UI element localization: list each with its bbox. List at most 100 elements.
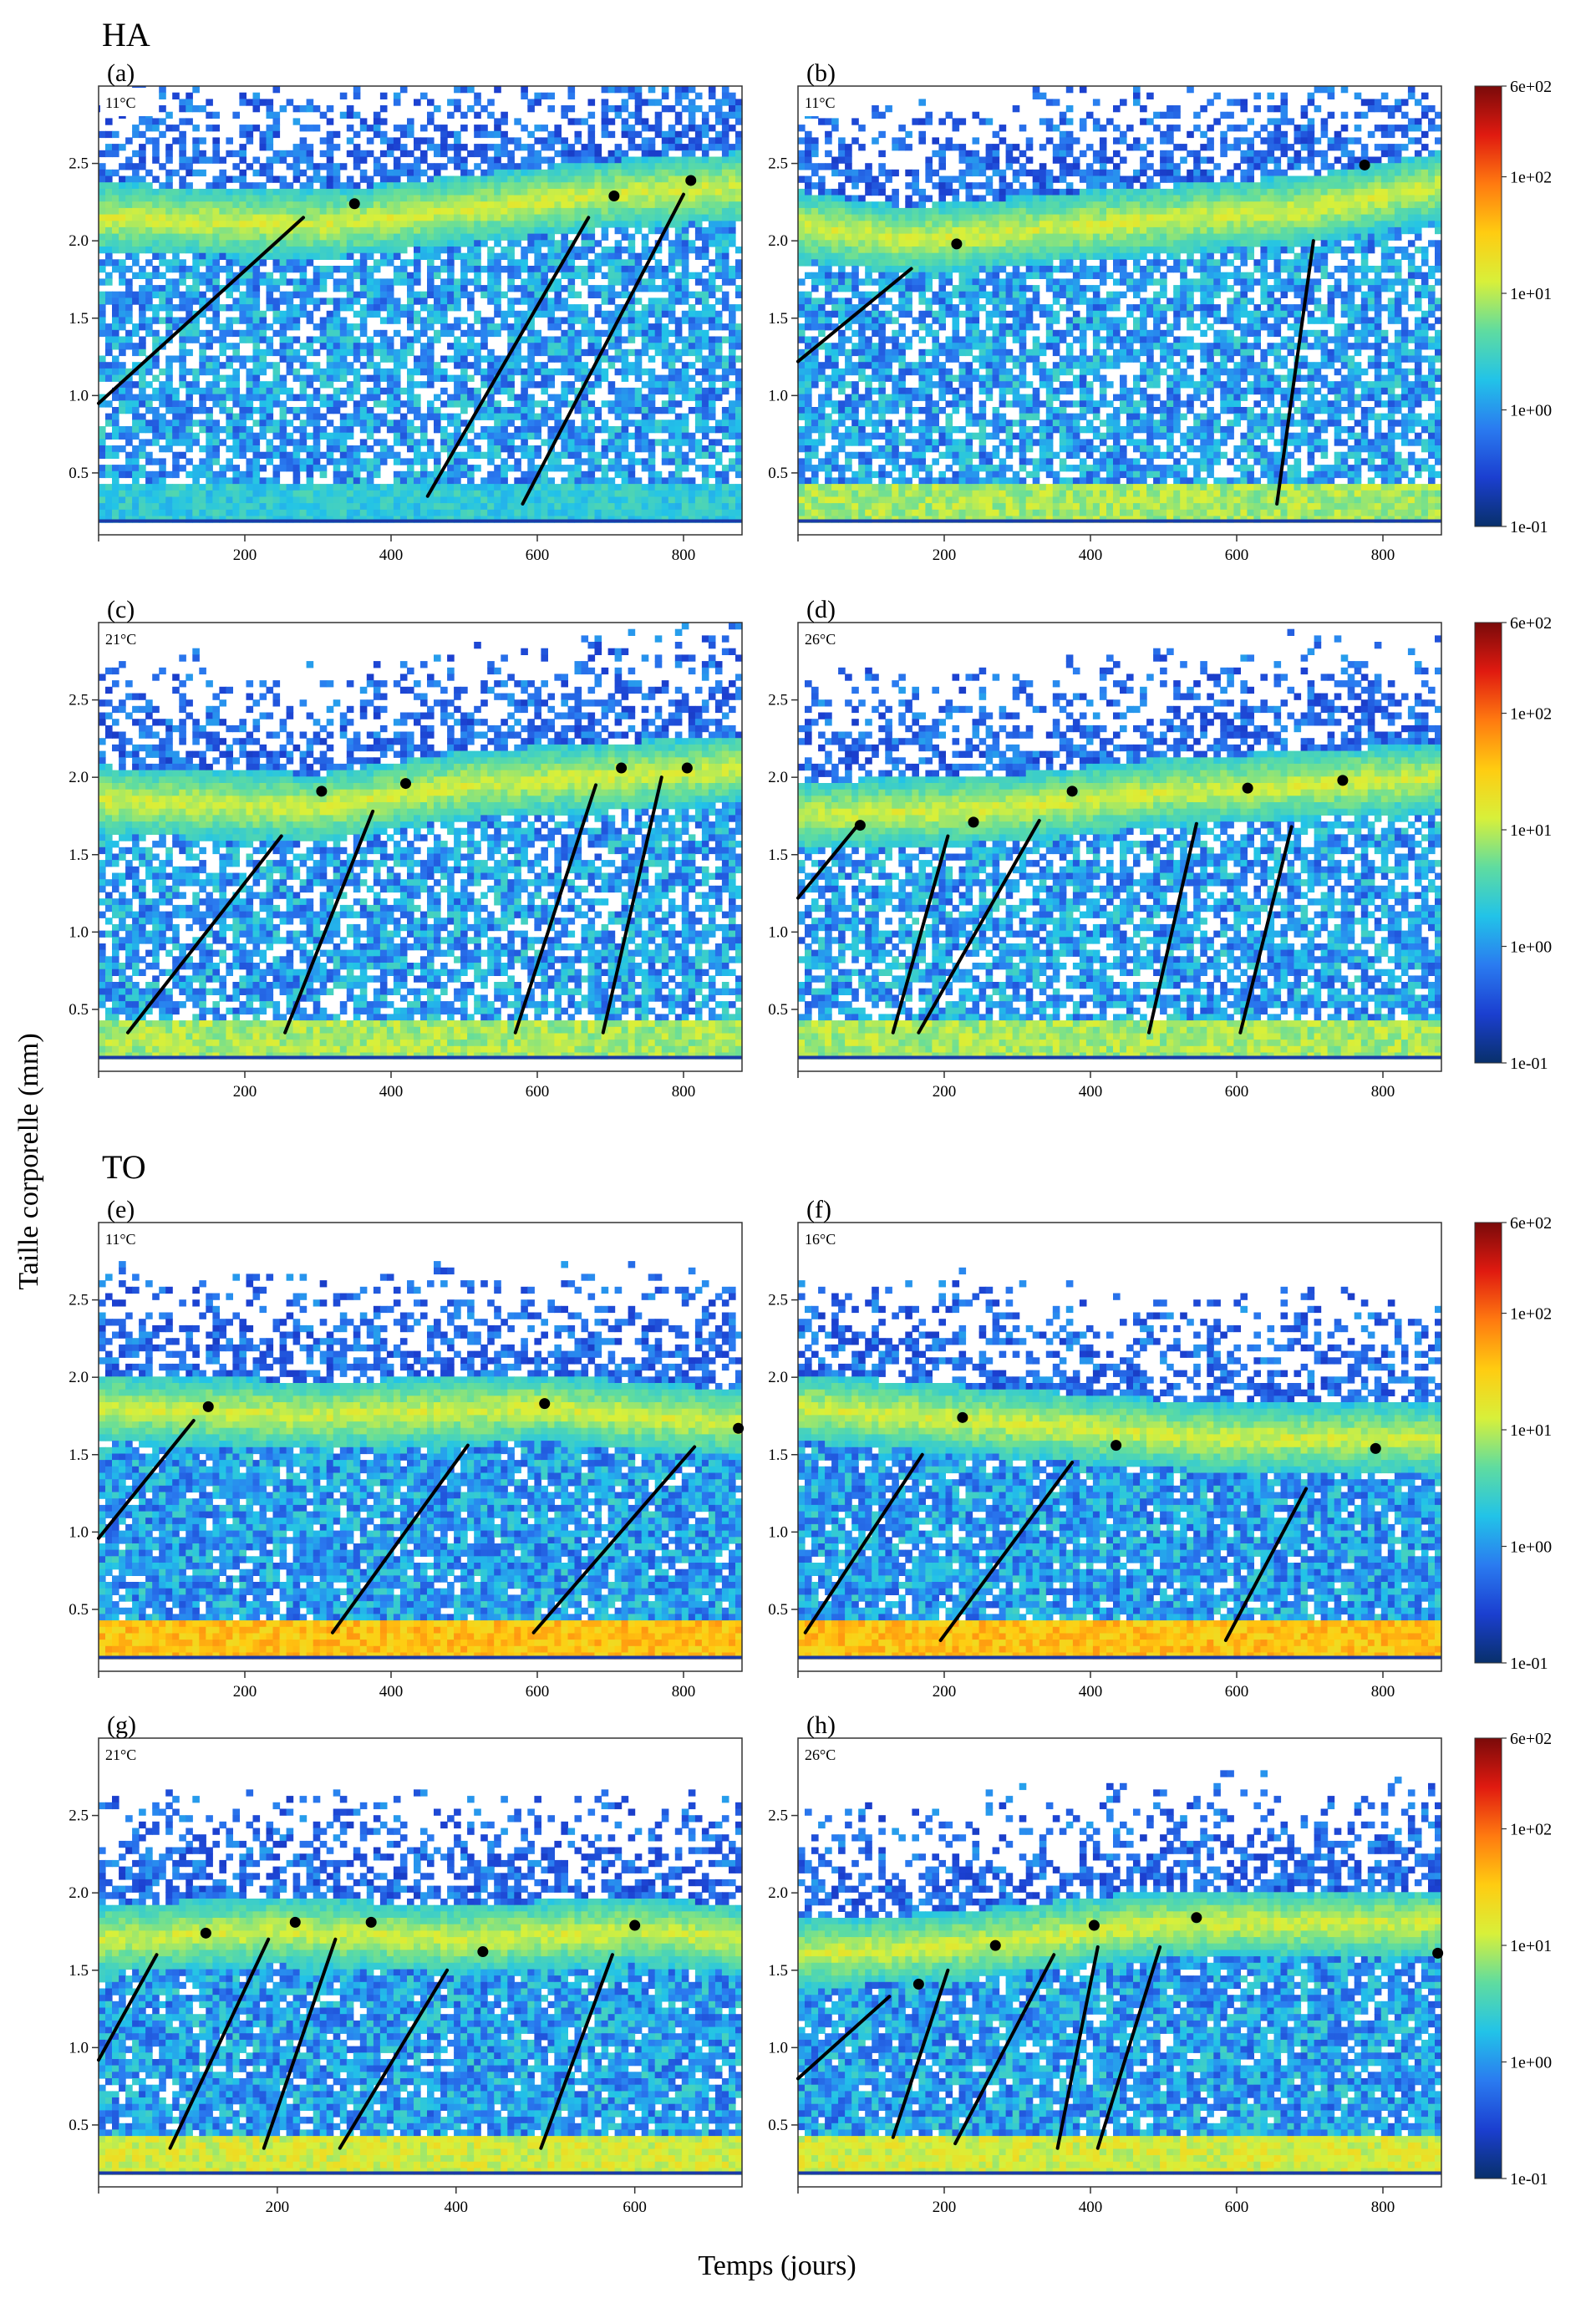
heat-cell bbox=[541, 221, 548, 227]
heat-cell bbox=[460, 125, 468, 131]
heat-cell bbox=[212, 201, 220, 208]
heat-cell bbox=[494, 157, 501, 164]
heat-cell bbox=[541, 497, 548, 504]
heat-cell bbox=[125, 388, 133, 394]
heat-cell bbox=[152, 285, 160, 292]
heat-cell bbox=[99, 196, 106, 202]
heat-cell bbox=[447, 112, 455, 119]
heat-cell bbox=[811, 272, 819, 279]
heat-cell bbox=[480, 330, 488, 337]
heat-cell bbox=[507, 266, 515, 272]
heat-cell bbox=[521, 477, 528, 484]
heat-cell bbox=[534, 182, 541, 189]
heat-cell bbox=[394, 144, 401, 150]
heat-cell bbox=[682, 131, 689, 138]
heat-cell bbox=[541, 362, 548, 369]
heat-cell bbox=[675, 400, 683, 407]
heat-cell bbox=[300, 491, 308, 497]
heat-cell bbox=[447, 266, 455, 272]
heat-cell bbox=[347, 272, 354, 279]
heat-cell bbox=[186, 503, 193, 510]
heat-cell bbox=[179, 369, 186, 375]
heat-cell bbox=[554, 176, 562, 183]
temperature-text: 11°C bbox=[105, 94, 136, 111]
heat-cell bbox=[709, 125, 716, 131]
heat-cell bbox=[561, 189, 568, 196]
heat-cell bbox=[206, 465, 213, 471]
heat-cell bbox=[327, 323, 334, 330]
heat-cell bbox=[628, 465, 636, 471]
heat-cell bbox=[212, 433, 220, 440]
heat-cell bbox=[622, 208, 629, 215]
heat-cell bbox=[474, 240, 481, 247]
heat-cell bbox=[280, 157, 287, 164]
heat-cell bbox=[327, 400, 334, 407]
heat-cell bbox=[642, 426, 649, 433]
heat-cell bbox=[407, 349, 414, 356]
heat-cell bbox=[367, 201, 374, 208]
heat-cell bbox=[729, 343, 736, 349]
heat-cell bbox=[547, 105, 555, 112]
heat-cell bbox=[622, 259, 629, 266]
heat-cell bbox=[179, 201, 186, 208]
heat-cell bbox=[622, 215, 629, 221]
heat-cell bbox=[554, 323, 562, 330]
heat-cell bbox=[313, 465, 321, 471]
heat-cell bbox=[232, 221, 240, 227]
heat-cell bbox=[655, 388, 663, 394]
heat-cell bbox=[320, 471, 328, 478]
heat-cell bbox=[561, 163, 568, 170]
heat-cell bbox=[427, 337, 435, 343]
heat-cell bbox=[427, 163, 435, 170]
heat-cell bbox=[179, 510, 186, 516]
heat-cell bbox=[507, 311, 515, 318]
heat-cell bbox=[608, 433, 616, 440]
heat-cell bbox=[487, 484, 495, 491]
heat-cell bbox=[394, 491, 401, 497]
heat-cell bbox=[695, 131, 703, 138]
heat-cell bbox=[628, 477, 636, 484]
heat-cell bbox=[414, 471, 421, 478]
heat-cell bbox=[179, 150, 186, 157]
heat-cell bbox=[340, 182, 348, 189]
heat-cell bbox=[165, 144, 173, 150]
heat-cell bbox=[709, 471, 716, 478]
heat-cell bbox=[139, 304, 146, 311]
heat-cell bbox=[447, 157, 455, 164]
heat-cell bbox=[400, 221, 408, 227]
heat-cell bbox=[374, 381, 381, 388]
heat-cell bbox=[226, 292, 233, 298]
heat-cell bbox=[313, 215, 321, 221]
heat-cell bbox=[668, 433, 676, 440]
heat-cell bbox=[440, 414, 448, 420]
heat-cell bbox=[561, 304, 568, 311]
heat-cell bbox=[394, 381, 401, 388]
heat-cell bbox=[152, 433, 160, 440]
heat-cell bbox=[165, 201, 173, 208]
heat-cell bbox=[199, 105, 206, 112]
heat-cell bbox=[186, 227, 193, 234]
heat-cell bbox=[709, 356, 716, 363]
heat-cell bbox=[267, 278, 274, 285]
heat-cell bbox=[635, 426, 643, 433]
heat-cell bbox=[695, 445, 703, 452]
heat-cell bbox=[347, 394, 354, 401]
heat-cell bbox=[387, 337, 394, 343]
heat-cell bbox=[494, 208, 501, 215]
heat-cell bbox=[353, 144, 361, 150]
heat-cell bbox=[668, 240, 676, 247]
heat-cell bbox=[192, 484, 200, 491]
heat-cell bbox=[521, 337, 528, 343]
heat-cell bbox=[447, 240, 455, 247]
heat-cell bbox=[367, 394, 374, 401]
heat-cell bbox=[394, 426, 401, 433]
heat-cell bbox=[582, 266, 589, 272]
heat-cell bbox=[219, 349, 226, 356]
heat-cell bbox=[447, 375, 455, 382]
heat-cell bbox=[400, 163, 408, 170]
heat-cell bbox=[260, 394, 267, 401]
heat-cell bbox=[132, 491, 140, 497]
heat-cell bbox=[447, 215, 455, 221]
heat-cell bbox=[267, 99, 274, 105]
heat-cell bbox=[682, 240, 689, 247]
